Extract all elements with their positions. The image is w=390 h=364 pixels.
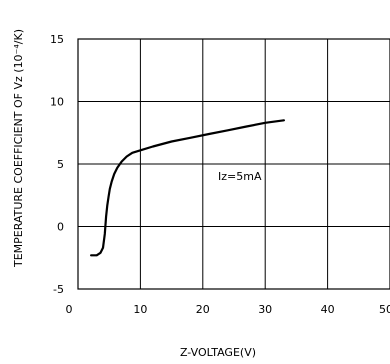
annotation-label: Iz=5mA [218, 170, 262, 183]
series-group [90, 119, 285, 257]
plot-frame [77, 38, 390, 290]
x-tick-labels: 0 10 20 30 40 50 [66, 303, 390, 316]
y-tick-label: -5 [53, 283, 64, 296]
x-tick-label: 30 [258, 303, 272, 316]
x-tick-label: 20 [196, 303, 210, 316]
y-tick-label: 0 [57, 221, 64, 234]
x-tick-label: 0 [66, 303, 73, 316]
x-tick-label: 10 [133, 303, 147, 316]
x-tick-label: 40 [321, 303, 335, 316]
x-tick-label: 50 [379, 303, 390, 316]
y-tick-label: 15 [50, 33, 64, 46]
y-tick-labels: -5 0 5 10 15 [50, 33, 64, 296]
x-axis-label: Z-VOLTAGE(V) [180, 346, 256, 359]
plot-border [77, 38, 390, 290]
y-tick-label: 10 [50, 96, 64, 109]
series-line-0 [90, 119, 285, 257]
y-tick-label: 5 [57, 158, 64, 171]
y-axis-label: TEMPERATURE COEFFICIENT OF Vz (10⁻⁴/K) [12, 29, 25, 268]
grid [77, 38, 390, 290]
